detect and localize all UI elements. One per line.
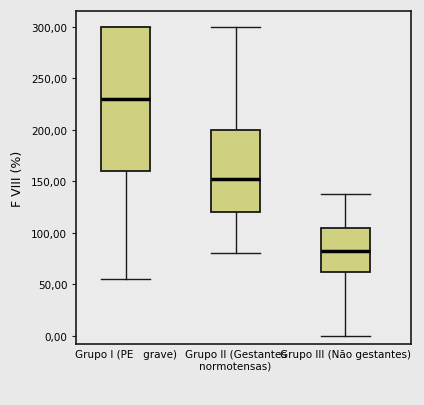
Bar xyxy=(101,28,151,171)
Bar xyxy=(321,228,370,272)
Y-axis label: F VIII (%): F VIII (%) xyxy=(11,150,24,206)
Bar xyxy=(211,130,260,213)
